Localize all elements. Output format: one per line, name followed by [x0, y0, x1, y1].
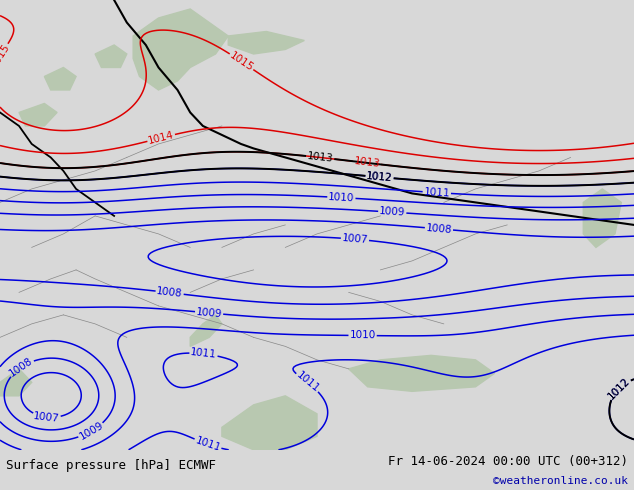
Polygon shape	[190, 315, 222, 346]
Text: 1009: 1009	[195, 307, 223, 319]
Text: 1014: 1014	[147, 130, 175, 146]
Text: 1008: 1008	[8, 356, 35, 379]
Text: 1007: 1007	[33, 411, 60, 423]
Polygon shape	[19, 103, 57, 126]
Polygon shape	[583, 189, 621, 247]
Polygon shape	[0, 369, 32, 396]
Text: 1012: 1012	[366, 171, 393, 183]
Text: 1013: 1013	[306, 151, 334, 164]
Text: 1009: 1009	[77, 420, 105, 442]
Text: 1008: 1008	[425, 223, 453, 235]
Polygon shape	[349, 355, 495, 392]
Text: 1011: 1011	[424, 187, 450, 198]
Text: 1015: 1015	[0, 42, 11, 70]
Polygon shape	[222, 396, 317, 450]
Text: ©weatheronline.co.uk: ©weatheronline.co.uk	[493, 476, 628, 486]
Polygon shape	[228, 31, 304, 54]
Text: 1012: 1012	[366, 171, 393, 183]
Text: 1007: 1007	[342, 233, 368, 245]
Polygon shape	[44, 68, 76, 90]
Text: 1011: 1011	[294, 370, 321, 394]
Polygon shape	[95, 45, 127, 68]
Text: 1009: 1009	[379, 206, 406, 218]
Text: 1010: 1010	[349, 330, 376, 341]
Text: 1008: 1008	[156, 286, 183, 299]
Polygon shape	[133, 9, 228, 90]
Text: 1012: 1012	[606, 375, 632, 401]
Text: 1013: 1013	[353, 156, 380, 170]
Text: Fr 14-06-2024 00:00 UTC (00+312): Fr 14-06-2024 00:00 UTC (00+312)	[387, 455, 628, 467]
Text: 1011: 1011	[194, 435, 222, 453]
Text: 1011: 1011	[190, 347, 217, 360]
Text: 1015: 1015	[228, 50, 256, 73]
Text: 1010: 1010	[328, 192, 355, 203]
Text: 1012: 1012	[606, 375, 632, 401]
Text: Surface pressure [hPa] ECMWF: Surface pressure [hPa] ECMWF	[6, 459, 216, 471]
